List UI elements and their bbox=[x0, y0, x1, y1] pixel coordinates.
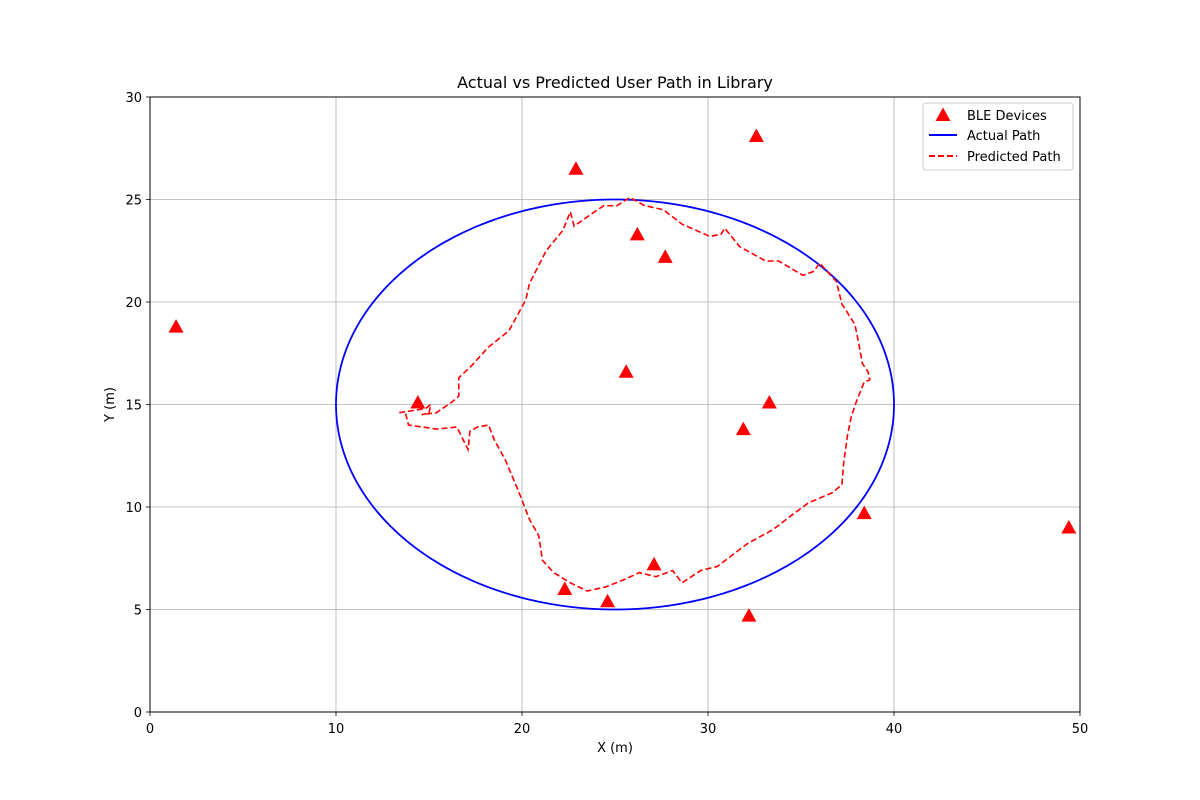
legend-frame bbox=[922, 102, 1074, 171]
ble-device-marker bbox=[410, 394, 426, 409]
y-tick-label: 25 bbox=[125, 194, 142, 209]
legend-label-predicted-path: Predicted Path bbox=[967, 150, 1061, 165]
plot-layer bbox=[168, 128, 1077, 622]
x-tick-label: 30 bbox=[700, 722, 717, 737]
ble-device-marker bbox=[856, 505, 872, 520]
ble-device-marker bbox=[618, 364, 634, 378]
ble-device-marker bbox=[600, 593, 616, 608]
ble-device-marker bbox=[657, 249, 673, 263]
ble-device-marker bbox=[557, 581, 573, 595]
ble-device-marker bbox=[735, 421, 751, 436]
x-axis-label: X (m) bbox=[597, 741, 633, 756]
x-tick-label: 0 bbox=[146, 722, 154, 737]
y-tick-label: 15 bbox=[125, 399, 142, 414]
x-tick-label: 40 bbox=[886, 722, 903, 737]
y-tick-label: 20 bbox=[125, 296, 142, 311]
y-axis-label: Y (m) bbox=[103, 387, 118, 423]
y-tick-label: 30 bbox=[125, 91, 142, 106]
ble-device-marker bbox=[748, 128, 764, 142]
ble-device-marker bbox=[629, 226, 645, 241]
ble-device-marker bbox=[741, 608, 757, 622]
y-tick-label: 5 bbox=[134, 604, 142, 619]
legend-ble-marker bbox=[935, 107, 951, 121]
ble-device-marker bbox=[168, 319, 184, 333]
x-tick-label: 20 bbox=[514, 722, 531, 737]
ble-device-marker bbox=[1061, 520, 1077, 534]
x-tick-label: 10 bbox=[328, 722, 345, 737]
chart-title: Actual vs Predicted User Path in Library bbox=[457, 73, 773, 92]
ble-device-marker bbox=[646, 556, 662, 571]
predicted-path-line bbox=[399, 196, 871, 592]
y-tick-label: 0 bbox=[134, 706, 142, 721]
actual-path-line bbox=[335, 198, 895, 611]
plot-area-frame bbox=[149, 96, 1081, 713]
legend-label-actual-path: Actual Path bbox=[967, 129, 1040, 144]
legend-label-ble-devices: BLE Devices bbox=[967, 109, 1047, 124]
y-tick-label: 10 bbox=[125, 501, 142, 516]
ble-device-marker bbox=[761, 394, 777, 409]
ble-device-marker bbox=[568, 161, 584, 175]
legend: BLE Devices Actual Path Predicted Path bbox=[922, 102, 1074, 171]
x-tick-label: 50 bbox=[1072, 722, 1089, 737]
tick-layer: 0 10 20 30 40 50 0 5 10 15 20 25 30 bbox=[125, 91, 1088, 737]
